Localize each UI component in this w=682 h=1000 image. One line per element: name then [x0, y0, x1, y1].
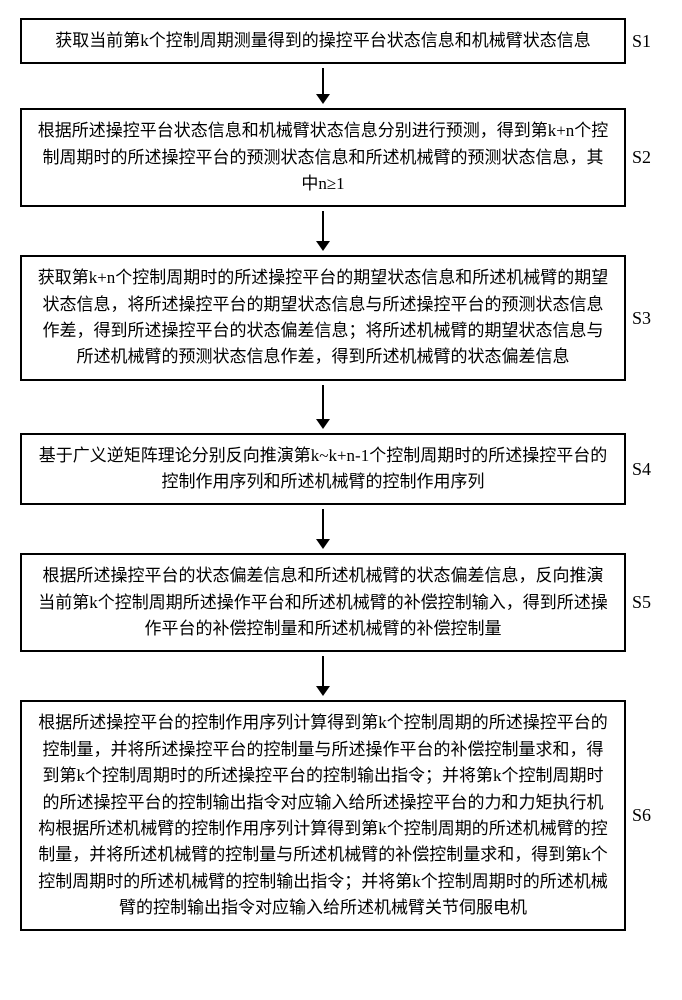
flowchart-container: 获取当前第k个控制周期测量得到的操控平台状态信息和机械臂状态信息S1 根据所述操控… — [0, 18, 682, 931]
step-label-s3: S3 — [626, 308, 662, 329]
connector-line — [322, 211, 324, 241]
step-row-s6: 根据所述操控平台的控制作用序列计算得到第k个控制周期的所述操控平台的控制量，并将… — [0, 700, 682, 931]
step-row-s5: 根据所述操控平台的状态偏差信息和所述机械臂的状态偏差信息，反向推演当前第k个控制… — [0, 553, 682, 652]
arrowhead-icon — [316, 241, 330, 251]
arrowhead-icon — [316, 419, 330, 429]
step-row-s2: 根据所述操控平台状态信息和机械臂状态信息分别进行预测，得到第k+n个控制周期时的… — [0, 108, 682, 207]
step-row-s4: 基于广义逆矩阵理论分别反向推演第k~k+n-1个控制周期时的所述操控平台的控制作… — [0, 433, 682, 506]
arrowhead-icon — [316, 539, 330, 549]
step-box-s2: 根据所述操控平台状态信息和机械臂状态信息分别进行预测，得到第k+n个控制周期时的… — [20, 108, 626, 207]
step-label-s1: S1 — [626, 31, 662, 52]
connector-s2 — [316, 211, 330, 251]
connector-line — [322, 656, 324, 686]
step-label-s5: S5 — [626, 592, 662, 613]
step-box-s3: 获取第k+n个控制周期时的所述操控平台的期望状态信息和所述机械臂的期望状态信息，… — [20, 255, 626, 380]
step-box-s1: 获取当前第k个控制周期测量得到的操控平台状态信息和机械臂状态信息 — [20, 18, 626, 64]
step-row-s3: 获取第k+n个控制周期时的所述操控平台的期望状态信息和所述机械臂的期望状态信息，… — [0, 255, 682, 380]
connector-s5 — [316, 656, 330, 696]
step-row-s1: 获取当前第k个控制周期测量得到的操控平台状态信息和机械臂状态信息S1 — [0, 18, 682, 64]
connector-s1 — [316, 68, 330, 104]
step-box-s5: 根据所述操控平台的状态偏差信息和所述机械臂的状态偏差信息，反向推演当前第k个控制… — [20, 553, 626, 652]
arrowhead-icon — [316, 94, 330, 104]
step-box-s4: 基于广义逆矩阵理论分别反向推演第k~k+n-1个控制周期时的所述操控平台的控制作… — [20, 433, 626, 506]
step-label-s4: S4 — [626, 459, 662, 480]
step-label-s6: S6 — [626, 805, 662, 826]
connector-line — [322, 68, 324, 94]
connector-line — [322, 509, 324, 539]
connector-s3 — [316, 385, 330, 429]
arrowhead-icon — [316, 686, 330, 696]
step-label-s2: S2 — [626, 147, 662, 168]
connector-line — [322, 385, 324, 419]
step-box-s6: 根据所述操控平台的控制作用序列计算得到第k个控制周期的所述操控平台的控制量，并将… — [20, 700, 626, 931]
connector-s4 — [316, 509, 330, 549]
